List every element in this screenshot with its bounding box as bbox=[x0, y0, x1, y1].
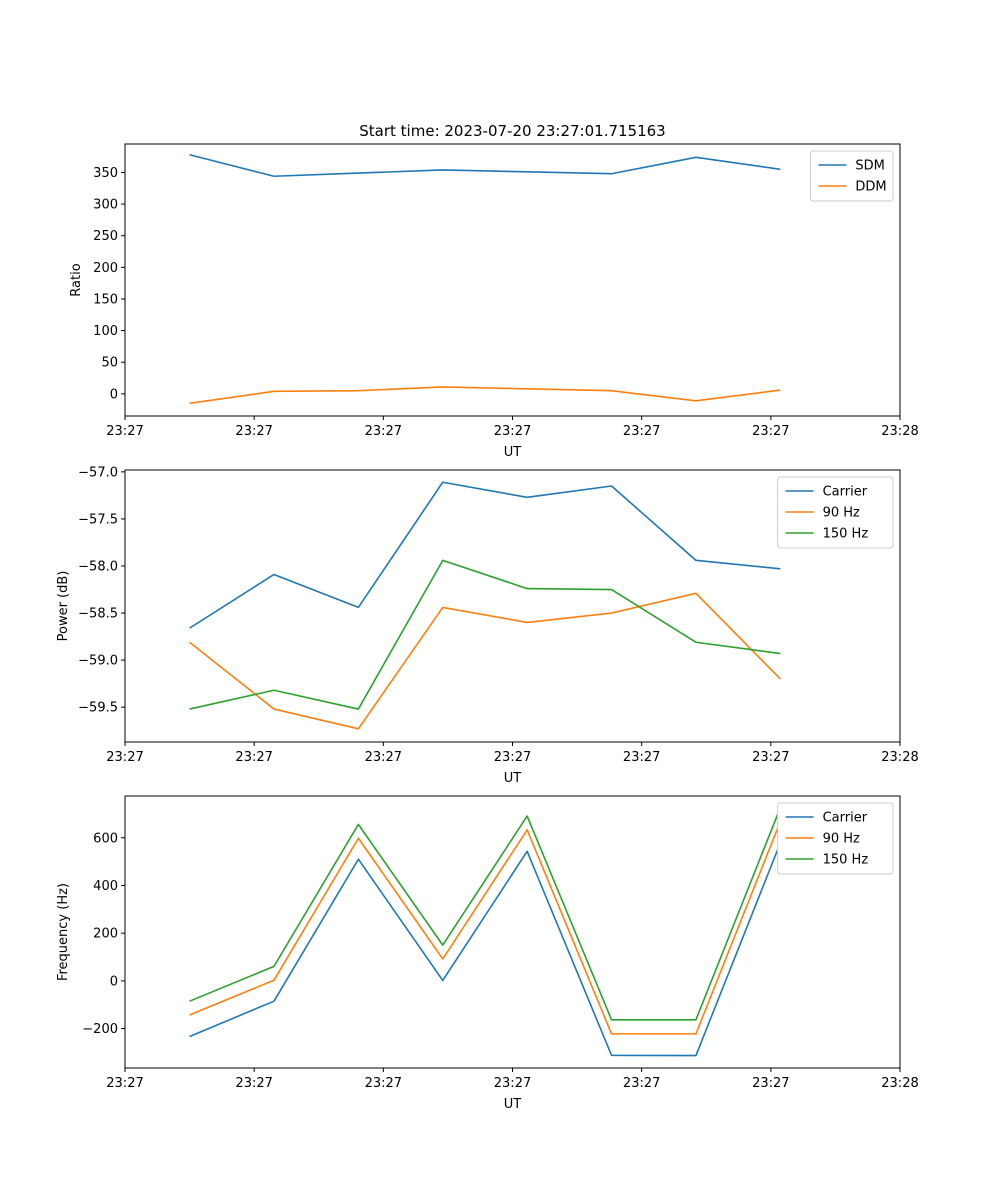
power-y-tick-label: −59.5 bbox=[78, 701, 118, 716]
power-y-tick-label: −57.0 bbox=[78, 465, 118, 480]
frequency-panel: 23:27 23:27 23:27 23:27 23:27 23:27 23:28 −200 0… bbox=[56, 795, 919, 1112]
frequency-x-tick-label: 23:28 bbox=[881, 1076, 918, 1091]
power-x-tick-label: 23:27 bbox=[235, 750, 272, 765]
power-series-90-hz-line bbox=[189, 592, 781, 730]
frequency-x-tick-label: 23:27 bbox=[494, 1076, 531, 1091]
frequency-x-tick-label: 23:27 bbox=[235, 1076, 272, 1091]
ratio-series-sdm-line bbox=[189, 153, 781, 178]
power-legend-label-90-hz: 90 Hz bbox=[823, 506, 860, 521]
ratio-y-tick-label: 0 bbox=[110, 387, 118, 402]
ratio-y-tick-label: 250 bbox=[93, 229, 118, 244]
frequency-y-tick-label: 0 bbox=[110, 974, 118, 989]
ratio-y-tick-label: 50 bbox=[101, 356, 118, 371]
power-x-tick-label: 23:27 bbox=[365, 750, 402, 765]
power-series-carrier-line bbox=[189, 481, 781, 629]
frequency-legend-box bbox=[777, 802, 894, 875]
ratio-legend-label-ddm: DDM bbox=[855, 180, 886, 195]
ratio-axes-frame bbox=[124, 143, 901, 417]
power-x-tick-label: 23:27 bbox=[623, 750, 660, 765]
power-y-tick-label: −59.0 bbox=[78, 654, 118, 669]
figure-title: Start time: 2023-07-20 23:27:01.715163 bbox=[359, 122, 665, 140]
frequency-x-tick-label: 23:27 bbox=[106, 1076, 143, 1091]
ratio-y-tick-label: 350 bbox=[93, 166, 118, 181]
power-panel: 23:27 23:27 23:27 23:27 23:27 23:27 23:28 −59.5… bbox=[56, 465, 919, 786]
ratio-legend: SDM DDM bbox=[809, 150, 894, 202]
frequency-y-tick-label: 400 bbox=[93, 879, 118, 894]
frequency-series-90-hz-line bbox=[189, 821, 782, 1035]
frequency-series-carrier-line bbox=[189, 842, 782, 1057]
frequency-x-tick-label: 23:27 bbox=[752, 1076, 789, 1091]
ratio-x-tick-label: 23:27 bbox=[752, 424, 789, 439]
power-series-150-hz-line bbox=[189, 559, 781, 710]
power-y-tick-label: −58.0 bbox=[78, 560, 118, 575]
frequency-legend-label-150-hz: 150 Hz bbox=[823, 853, 869, 868]
power-legend-box bbox=[777, 476, 894, 549]
ratio-x-axis-label: UT bbox=[504, 445, 522, 460]
ratio-y-tick-label: 200 bbox=[93, 261, 118, 276]
ratio-x-tick-label: 23:27 bbox=[365, 424, 402, 439]
frequency-x-tick-label: 23:27 bbox=[623, 1076, 660, 1091]
power-x-tick-label: 23:27 bbox=[752, 750, 789, 765]
ratio-y-tick-label: 150 bbox=[93, 292, 118, 307]
power-y-axis-label: Power (dB) bbox=[56, 571, 71, 642]
ratio-series-ddm-line bbox=[189, 386, 781, 405]
power-y-tick-label: −58.5 bbox=[78, 607, 118, 622]
ratio-x-tick-label: 23:28 bbox=[881, 424, 918, 439]
ratio-x-tick-label: 23:27 bbox=[623, 424, 660, 439]
power-x-tick-label: 23:27 bbox=[106, 750, 143, 765]
frequency-x-tick-label: 23:27 bbox=[365, 1076, 402, 1091]
frequency-axes-frame bbox=[124, 795, 901, 1069]
power-axes-frame bbox=[124, 469, 901, 743]
ratio-x-tick-label: 23:27 bbox=[494, 424, 531, 439]
ratio-y-tick-label: 100 bbox=[93, 324, 118, 339]
frequency-x-axis-label: UT bbox=[504, 1097, 522, 1112]
ratio-x-tick-label: 23:27 bbox=[106, 424, 143, 439]
power-x-tick-label: 23:27 bbox=[494, 750, 531, 765]
frequency-legend: Carrier 90 Hz 150 Hz bbox=[777, 802, 894, 875]
power-y-tick-label: −57.5 bbox=[78, 512, 118, 527]
frequency-y-axis-label: Frequency (Hz) bbox=[56, 883, 71, 981]
ratio-x-tick-label: 23:27 bbox=[235, 424, 272, 439]
power-x-tick-label: 23:28 bbox=[881, 750, 918, 765]
frequency-y-tick-label: 600 bbox=[93, 831, 118, 846]
ratio-y-axis-label: Ratio bbox=[69, 263, 84, 296]
ratio-legend-label-sdm: SDM bbox=[855, 159, 884, 174]
power-x-axis-label: UT bbox=[504, 771, 522, 786]
frequency-legend-label-90-hz: 90 Hz bbox=[823, 832, 860, 847]
ratio-panel: 23:27 23:27 23:27 23:27 23:27 23:27 23:28 0 50 10… bbox=[69, 143, 919, 460]
frequency-legend-label-carrier: Carrier bbox=[823, 811, 868, 826]
frequency-series-150-hz-line bbox=[189, 807, 782, 1021]
frequency-y-tick-label: −200 bbox=[82, 1022, 118, 1037]
ratio-y-tick-label: 300 bbox=[93, 198, 118, 213]
frequency-y-tick-label: 200 bbox=[93, 927, 118, 942]
power-legend: Carrier 90 Hz 150 Hz bbox=[777, 476, 894, 549]
power-legend-label-150-hz: 150 Hz bbox=[823, 527, 869, 542]
power-legend-label-carrier: Carrier bbox=[823, 485, 868, 500]
ratio-legend-box bbox=[809, 150, 894, 202]
